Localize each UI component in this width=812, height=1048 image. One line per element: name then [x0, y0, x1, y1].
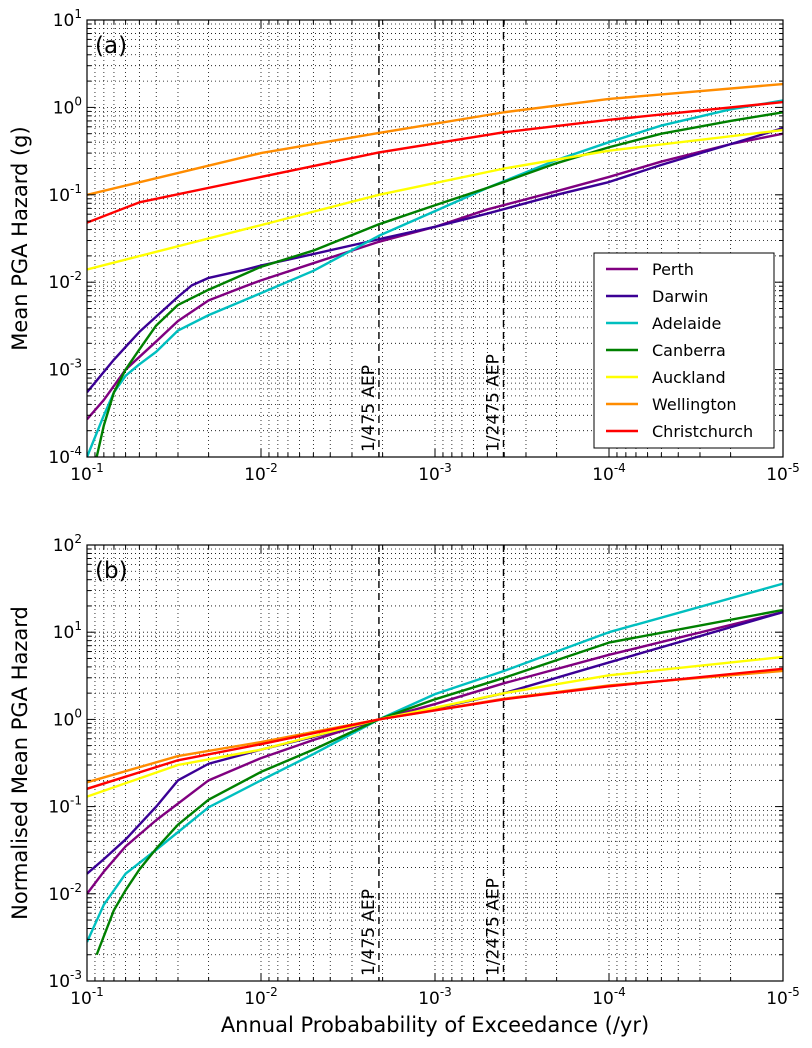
series-line-auckland: [87, 128, 783, 271]
y-tick-label: 100: [53, 94, 82, 118]
series-line-wellington: [87, 82, 783, 196]
legend-entry: Darwin: [652, 287, 708, 306]
x-tick-label: 10-1: [70, 461, 104, 485]
x-tick-label: 10-2: [244, 985, 278, 1009]
x-tick-label: 10-4: [592, 985, 626, 1009]
y-tick-label: 10-3: [48, 968, 82, 992]
aep-reference-label: 1/475 AEP: [359, 365, 379, 452]
axis-ticks: [86, 544, 784, 982]
y-tick-label: 10-1: [48, 182, 82, 206]
legend-entry: Perth: [652, 260, 694, 279]
y-tick-label: 100: [53, 706, 82, 730]
x-tick-label: 10-5: [766, 985, 800, 1009]
y-tick-label: 10-4: [48, 444, 82, 468]
legend-entry: Wellington: [652, 395, 737, 414]
series-line-adelaide: [87, 99, 783, 457]
x-tick-label: 10-5: [766, 461, 800, 485]
panel-label: (a): [95, 33, 127, 59]
legend-entry: Christchurch: [652, 422, 753, 441]
series-lines: [87, 82, 783, 457]
series-line-canberra: [95, 608, 783, 956]
aep-reference-label: 1/475 AEP: [359, 889, 379, 976]
y-tick-label: 10-1: [48, 794, 82, 818]
panel-b: 1/475 AEP 1/2475 AEP 10-1 10-2 10-3 10-4 10-5 1…: [8, 532, 800, 1037]
legend-entry: Canberra: [652, 341, 726, 360]
aep-reference-label: 1/2475 AEP: [483, 354, 503, 452]
x-tick-label: 10-4: [592, 461, 626, 485]
x-axis-label: Annual Probabability of Exceedance (/yr): [221, 1013, 649, 1037]
y-tick-label: 10-2: [48, 881, 82, 905]
legend: Perth Darwin Adelaide Canberra Auckland Welli…: [593, 252, 775, 449]
series-line-darwin: [87, 126, 783, 394]
series-line-christchurch: [87, 667, 783, 790]
panel-label: (b): [95, 558, 128, 584]
series-line-canberra: [95, 111, 783, 457]
y-tick-label: 101: [53, 7, 82, 31]
legend-entry: Adelaide: [652, 314, 721, 333]
aep-reference-label: 1/2475 AEP: [483, 878, 503, 976]
x-tick-label: 10-1: [70, 985, 104, 1009]
y-tick-label: 10-3: [48, 357, 82, 381]
y-axis-label: Mean PGA Hazard (g): [8, 126, 32, 350]
y-axis-label: Normalised Mean PGA Hazard: [8, 606, 32, 920]
series-line-adelaide: [87, 582, 783, 943]
series-line-christchurch: [87, 100, 783, 224]
legend-entry: Auckland: [652, 368, 726, 387]
y-tick-label: 101: [53, 619, 82, 643]
y-tick-label: 10-2: [48, 269, 82, 293]
series-line-perth: [87, 610, 783, 895]
series-line-perth: [87, 132, 783, 421]
y-tick-label: 102: [53, 532, 82, 556]
series-lines: [87, 582, 783, 956]
x-tick-label: 10-2: [244, 461, 278, 485]
x-tick-label: 10-3: [418, 461, 452, 485]
axis-ticks: [86, 19, 784, 458]
panel-a: 1/475 AEP 1/2475 AEP 10-1 10-2 10-3 10-4 10-5 1…: [8, 7, 800, 485]
x-tick-label: 10-3: [418, 985, 452, 1009]
